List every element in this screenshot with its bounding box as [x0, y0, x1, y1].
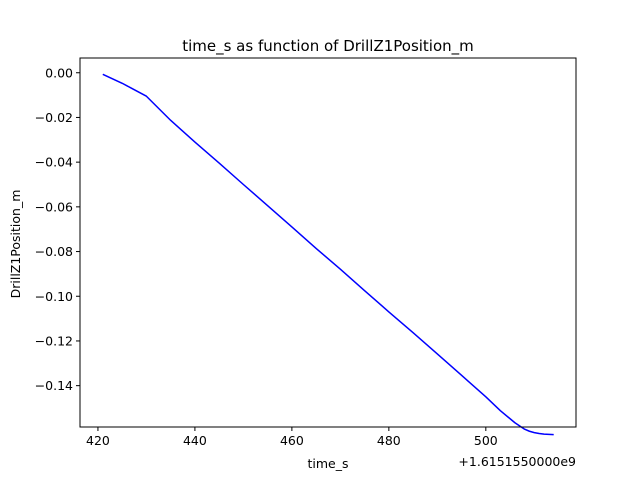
y-tick-label: −0.06 — [35, 199, 73, 214]
plot-frame — [79, 57, 577, 428]
y-tick-label: −0.08 — [35, 244, 73, 259]
series-line — [102, 73, 554, 436]
y-tick-label: 0.00 — [45, 65, 73, 80]
y-tick-label: −0.02 — [35, 110, 73, 125]
y-tick-label: −0.10 — [35, 289, 73, 304]
y-tick-label: −0.04 — [35, 155, 73, 170]
x-tick-label: 480 — [377, 433, 401, 448]
x-tick-label: 460 — [280, 433, 304, 448]
axis-ticks: 420 440 460 480 500 0.00 −0.02 −0.04 −0.06 −0.08 −… — [35, 65, 498, 448]
x-tick-label: 420 — [86, 433, 110, 448]
x-tick-label: 440 — [183, 433, 207, 448]
x-axis-offset-label: +1.6151550000e9 — [458, 454, 576, 469]
series-group — [102, 73, 554, 436]
chart-title: time_s as function of DrillZ1Position_m — [182, 37, 474, 56]
y-axis-label: DrillZ1Position_m — [8, 190, 23, 299]
x-tick-label: 500 — [474, 433, 498, 448]
y-tick-label: −0.14 — [35, 378, 73, 393]
x-axis-label: time_s — [307, 456, 348, 471]
y-tick-label: −0.12 — [35, 333, 73, 348]
